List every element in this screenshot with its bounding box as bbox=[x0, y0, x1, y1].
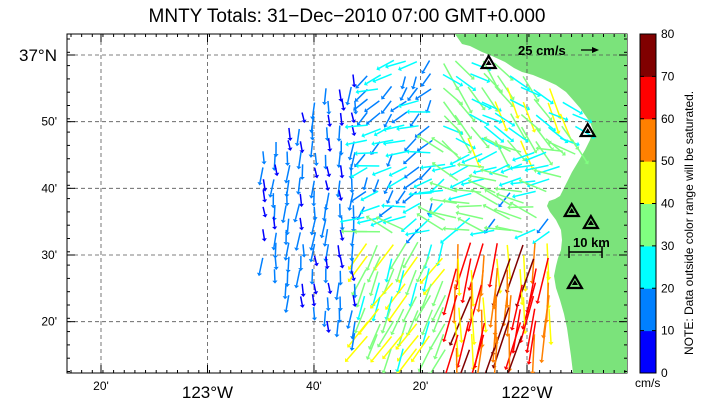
lon-label-2: 40' bbox=[306, 379, 322, 393]
colorbar-tick-label: 50 bbox=[661, 154, 675, 168]
lon-label-4: 122°W bbox=[501, 383, 552, 402]
colorbar-segment bbox=[640, 119, 656, 162]
colorbar-segment bbox=[640, 288, 656, 331]
colorbar-segment bbox=[640, 246, 656, 289]
colorbar-tick-label: 10 bbox=[661, 324, 675, 338]
lat-label-1: 50' bbox=[41, 115, 57, 129]
colorbar: 0 10 20 30 40 50 60 70 80 bbox=[640, 27, 675, 380]
lon-label-3: 20' bbox=[413, 379, 429, 393]
colorbar-tick-label: 40 bbox=[661, 197, 675, 211]
lat-label-3: 30' bbox=[41, 248, 57, 262]
colorbar-tick-label: 80 bbox=[661, 27, 675, 41]
lon-label-1: 123°W bbox=[182, 383, 233, 402]
chart-title: MNTY Totals: 31−Dec−2010 07:00 GMT+0.000 bbox=[149, 6, 546, 27]
colorbar-tick-label: 60 bbox=[661, 112, 675, 126]
latitude-labels: 37°N 50' 40' 30' 20' bbox=[19, 46, 57, 329]
plot-frame bbox=[67, 34, 627, 373]
colorbar-tick-label: 20 bbox=[661, 281, 675, 295]
longitude-labels: 20' 123°W 40' 20' 122°W bbox=[93, 379, 552, 402]
colorbar-tick-label: 0 bbox=[661, 366, 668, 380]
scale-bar-label: 10 km bbox=[573, 235, 610, 250]
colorbar-note: NOTE: Data outside color range will be s… bbox=[682, 91, 696, 355]
lat-label-2: 40' bbox=[41, 181, 57, 195]
colorbar-units: cm/s bbox=[635, 376, 660, 390]
lon-label-0: 20' bbox=[93, 379, 109, 393]
colorbar-segment bbox=[640, 161, 656, 204]
colorbar-tick-label: 30 bbox=[661, 239, 675, 253]
lat-label-0: 37°N bbox=[19, 46, 57, 65]
colorbar-segment bbox=[640, 204, 656, 247]
lat-label-4: 20' bbox=[41, 315, 57, 329]
colorbar-segment bbox=[640, 76, 656, 119]
colorbar-segment bbox=[640, 331, 656, 374]
colorbar-segment bbox=[640, 34, 656, 77]
reference-arrow-label: 25 cm/s bbox=[518, 43, 566, 58]
colorbar-tick-label: 70 bbox=[661, 69, 675, 83]
